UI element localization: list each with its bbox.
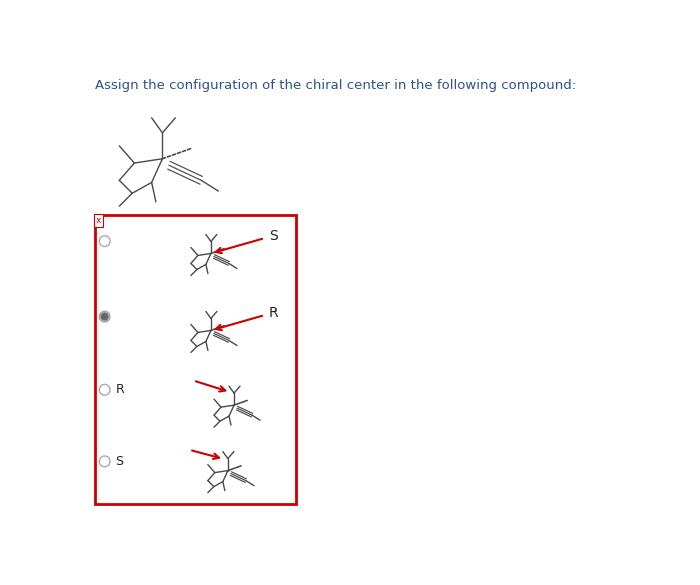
Circle shape [99, 311, 110, 322]
Text: x: x [96, 216, 101, 225]
Bar [95, 215, 295, 504]
Text: S: S [269, 229, 277, 243]
Text: R: R [116, 383, 124, 396]
Circle shape [102, 314, 108, 319]
Text: R: R [269, 306, 279, 320]
Text: Assign the configuration of the chiral center in the following compound:: Assign the configuration of the chiral c… [95, 80, 577, 92]
Text: S: S [116, 455, 123, 468]
